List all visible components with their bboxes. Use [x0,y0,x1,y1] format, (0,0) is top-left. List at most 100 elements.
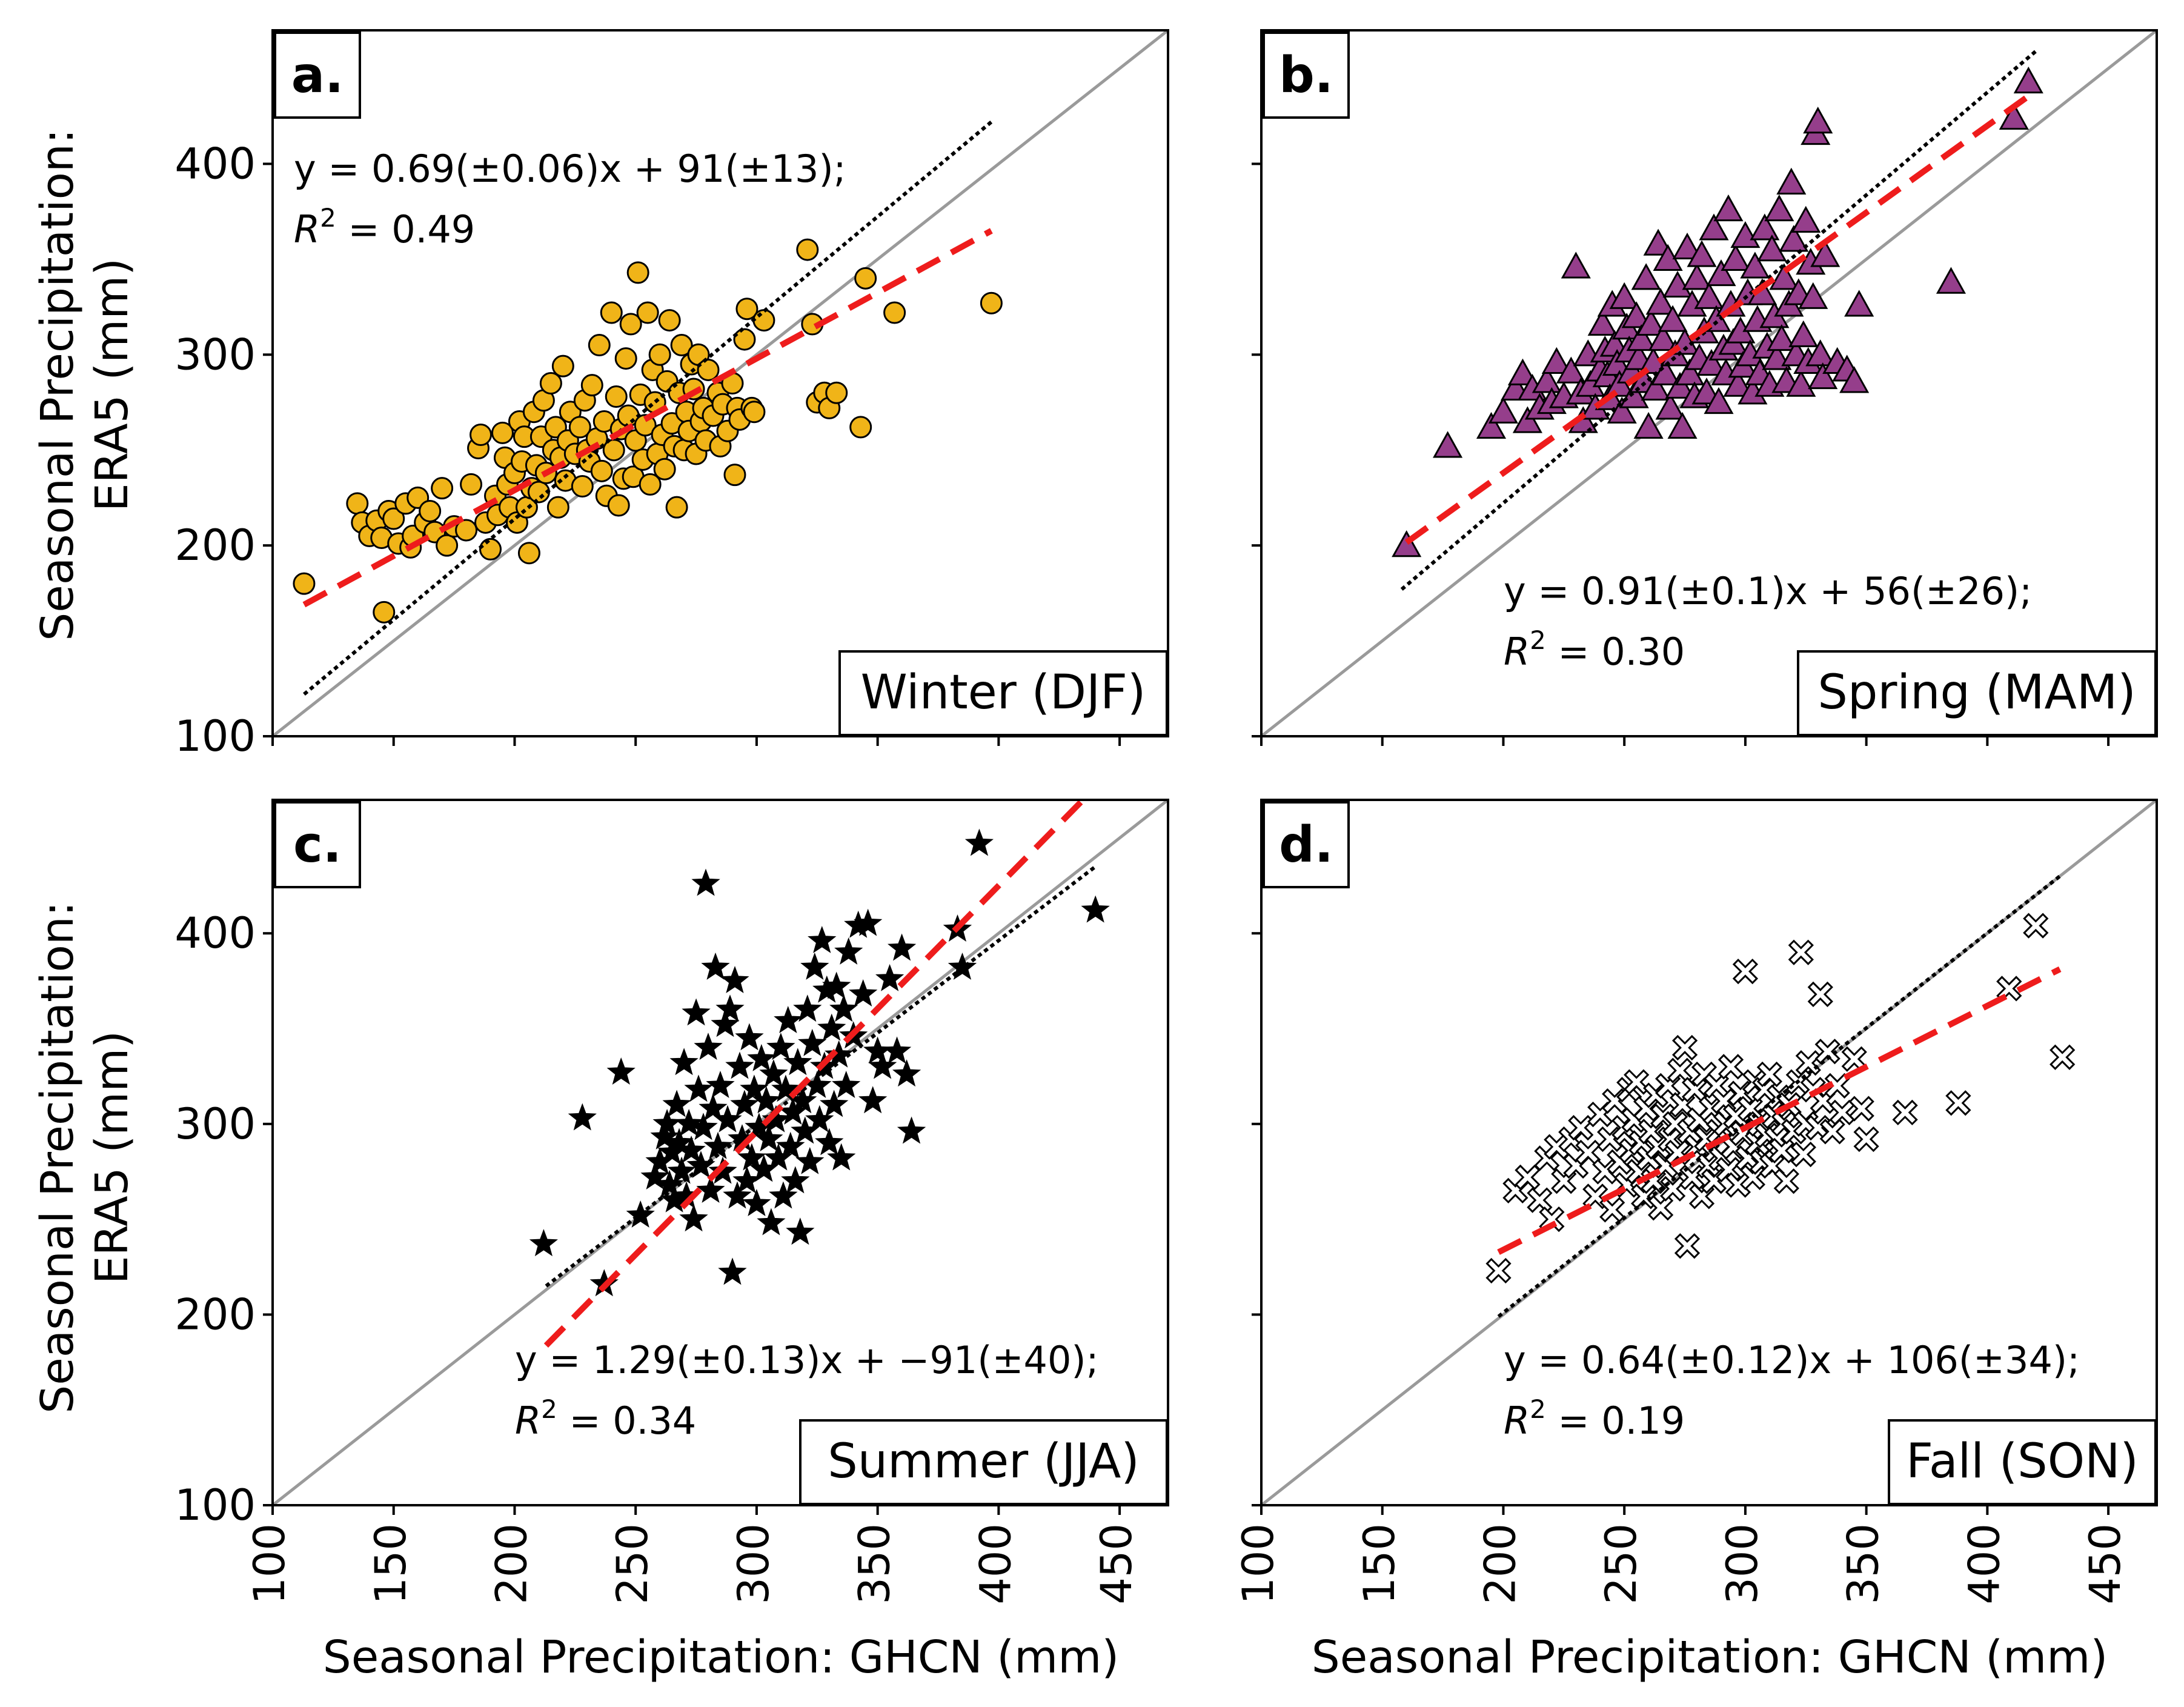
data-point [614,347,637,370]
data-point [827,1143,856,1171]
data-point [1810,240,1840,267]
x-tick-label: 350 [850,1523,900,1605]
data-point [800,952,829,980]
data-point [571,475,594,498]
data-point [640,1162,669,1190]
data-point [1814,1039,1840,1065]
data-point [1631,263,1661,290]
data-point [529,1229,558,1257]
data-point [1807,981,1833,1008]
data-point [1819,1119,1845,1145]
plot-area [1261,30,2157,736]
data-point [1626,324,1656,351]
data-point [679,1204,708,1232]
data-point [735,1023,764,1051]
data-point [1795,1050,1821,1076]
x-tick-label: 450 [2080,1523,2130,1605]
data-point [669,1048,699,1076]
data-point [742,1189,771,1216]
data-point [1647,1195,1674,1221]
data-point [588,334,611,357]
data-point [875,963,904,991]
data-point [699,1093,728,1121]
data-point [1757,235,1787,262]
data-point [662,1090,691,1117]
equation-text: y = 0.64(±0.12)x + 106(±34); [1504,1338,2080,1382]
equation-text: y = 0.91(±0.1)x + 56(±26); [1504,569,2032,613]
data-point [600,301,623,324]
x-tick-label: 250 [608,1523,657,1605]
data-point [1768,1137,1794,1164]
r-squared-text: R2 = 0.49 [294,203,475,251]
data-point [1532,366,1562,393]
x-tick-label: 250 [1596,1523,1646,1605]
data-point [1667,1057,1693,1083]
axes-frame [271,799,1169,1506]
data-point [1750,213,1780,241]
data-point [1488,396,1519,424]
data-point [1791,205,1821,233]
data-point [723,1181,752,1209]
data-point [1767,324,1797,351]
panel-label: a. [291,47,344,104]
data-point [1798,282,1828,309]
data-point [723,464,746,487]
data-point [1568,1114,1594,1141]
data-point [1609,282,1639,309]
data-point [634,414,657,437]
data-point [808,925,837,953]
orthogonal-fit-line [545,865,1097,1288]
data-point [1643,228,1673,256]
season-label-box [799,1419,1168,1505]
data-point [1619,381,1649,408]
y-tick-label: 200 [174,521,256,570]
data-point [1687,240,1717,267]
data-point [825,381,848,404]
axes-frame [271,29,1169,737]
data-point [648,343,671,366]
x-axis-label-left: Seasonal Precipitation: GHCN (mm) [323,1631,1119,1683]
data-point [1786,370,1816,397]
season-label: Summer (JJA) [828,1434,1140,1489]
panel-2: b. Spring (MAM) y = 0.91(±0.1)x + 56(±26);… [1252,29,2158,746]
data-point [697,358,720,381]
data-point [568,1103,597,1131]
regression-fit-line [543,800,1087,1348]
data-point [795,1146,825,1174]
data-point [752,1086,781,1114]
equation-text: y = 0.69(±0.06)x + 91(±13); [294,147,846,191]
data-point [1776,167,1807,195]
data-point [1527,1187,1553,1213]
data-point [431,477,454,500]
data-point [834,937,863,965]
data-point [517,542,540,565]
data-point [539,372,562,394]
data-point [1805,339,1836,367]
data-point [479,537,502,561]
data-point [667,1156,696,1184]
data-point [1999,102,2029,130]
data-point [829,994,858,1022]
data-point [1624,1069,1650,1095]
data-point [708,1156,737,1184]
data-point [706,1071,735,1099]
panel-label-box [1263,801,1350,888]
data-point [948,952,977,980]
data-point [715,994,745,1022]
axes-frame [1260,29,2158,737]
panel-label-box [274,32,361,119]
data-point [1808,362,1838,390]
data-point [1704,387,1734,414]
data-point [1844,290,1874,317]
data-point [1515,1164,1541,1191]
data-point [655,1170,684,1197]
data-point [887,933,917,961]
data-point [757,1208,786,1236]
y-tick-label: 400 [174,908,256,958]
data-point [733,328,756,351]
data-point [1648,324,1678,351]
data-point [1730,221,1761,248]
x-tick-label: 100 [245,1523,294,1605]
data-point [892,1059,921,1087]
data-point [858,1086,888,1114]
